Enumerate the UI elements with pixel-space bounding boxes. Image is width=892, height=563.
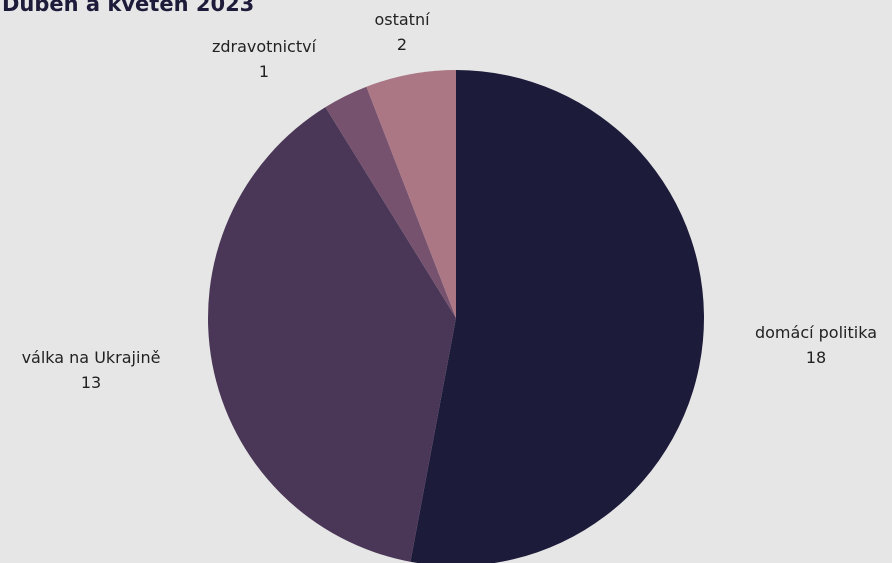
slice-label-0: domácí politika 18 xyxy=(755,323,877,367)
pie-slice-3 xyxy=(366,70,456,318)
slice-label-2: zdravotnictví 1 xyxy=(212,37,317,81)
chart-title: Duben a květen 2023 xyxy=(2,0,255,16)
slice-category-0: domácí politika xyxy=(755,323,877,342)
slice-value-0: 18 xyxy=(806,348,826,367)
slice-category-2: zdravotnictví xyxy=(212,37,317,56)
slice-category-3: ostatní xyxy=(374,10,430,29)
pie-slice-0 xyxy=(410,70,704,563)
slice-label-1: válka na Ukrajině 13 xyxy=(22,348,161,392)
slice-value-3: 2 xyxy=(397,35,407,54)
pie-slice-1 xyxy=(207,107,456,562)
slice-category-1: válka na Ukrajině xyxy=(22,348,161,367)
slice-value-2: 1 xyxy=(259,62,269,81)
slice-value-1: 13 xyxy=(81,373,101,392)
pie-slice-2 xyxy=(325,86,456,318)
slice-label-3: ostatní 2 xyxy=(374,10,430,54)
